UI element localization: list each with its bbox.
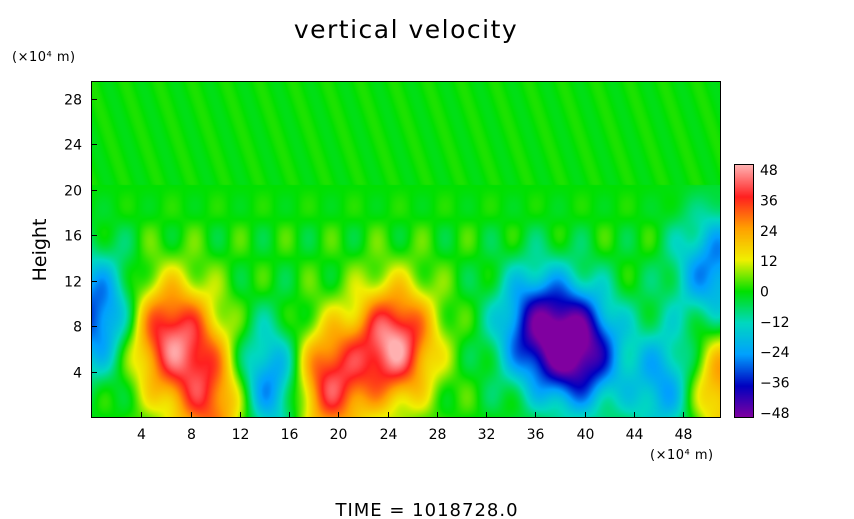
colorbar-tick-label: −48 xyxy=(760,406,790,422)
x-tick-label: 12 xyxy=(232,427,250,443)
x-axis-ticks: 4 8 12 16 20 24 28 32 36 40 44 48 xyxy=(137,412,692,443)
time-label: TIME = 1018728.0 xyxy=(334,500,518,519)
x-tick-label: 24 xyxy=(380,427,398,443)
colorbar-tick-label: 48 xyxy=(760,163,778,179)
y-axis-label: Height xyxy=(29,219,51,282)
colorbar-tick-label: 12 xyxy=(760,254,778,270)
x-tick-label: 44 xyxy=(626,427,644,443)
y-tick-label: 20 xyxy=(64,184,82,200)
y-tick-label: 28 xyxy=(64,93,82,109)
x-tick-label: 32 xyxy=(478,427,496,443)
x-tick-label: 36 xyxy=(527,427,545,443)
y-axis-unit: (×10⁴ m) xyxy=(12,50,76,65)
y-tick-label: 24 xyxy=(64,138,82,154)
colorbar-ticks: 48 36 24 12 0 −12 −24 −36 −48 xyxy=(760,163,790,422)
x-tick-label: 48 xyxy=(675,427,693,443)
colorbar-frame xyxy=(734,164,754,418)
x-tick-label: 8 xyxy=(187,427,196,443)
colorbar-tick-label: −36 xyxy=(760,376,790,392)
colorbar-area xyxy=(734,165,754,418)
x-tick-label: 20 xyxy=(330,427,348,443)
heatmap-area xyxy=(92,82,720,417)
colorbar-tick-label: −24 xyxy=(760,345,790,361)
colorbar-tick-label: −12 xyxy=(760,315,790,331)
y-tick-label: 16 xyxy=(64,229,82,245)
colorbar-tick-label: 24 xyxy=(760,224,778,240)
chart-title: vertical velocity xyxy=(294,15,518,44)
x-tick-label: 16 xyxy=(281,427,299,443)
y-tick-label: 12 xyxy=(64,275,82,291)
y-tick-label: 4 xyxy=(73,366,82,382)
x-tick-label: 40 xyxy=(577,427,595,443)
colorbar-tick-label: 36 xyxy=(760,193,778,209)
y-tick-label: 8 xyxy=(73,320,82,336)
plot-frame xyxy=(91,81,721,418)
colorbar-canvas xyxy=(734,165,754,418)
colorbar-tick-label: 0 xyxy=(760,285,769,301)
x-tick-label: 4 xyxy=(137,427,146,443)
x-axis-unit: (×10⁴ m) xyxy=(650,448,714,463)
x-tick-label: 28 xyxy=(429,427,447,443)
y-axis-ticks: 4 8 12 16 20 24 28 xyxy=(64,93,97,382)
heatmap-canvas xyxy=(92,82,720,417)
